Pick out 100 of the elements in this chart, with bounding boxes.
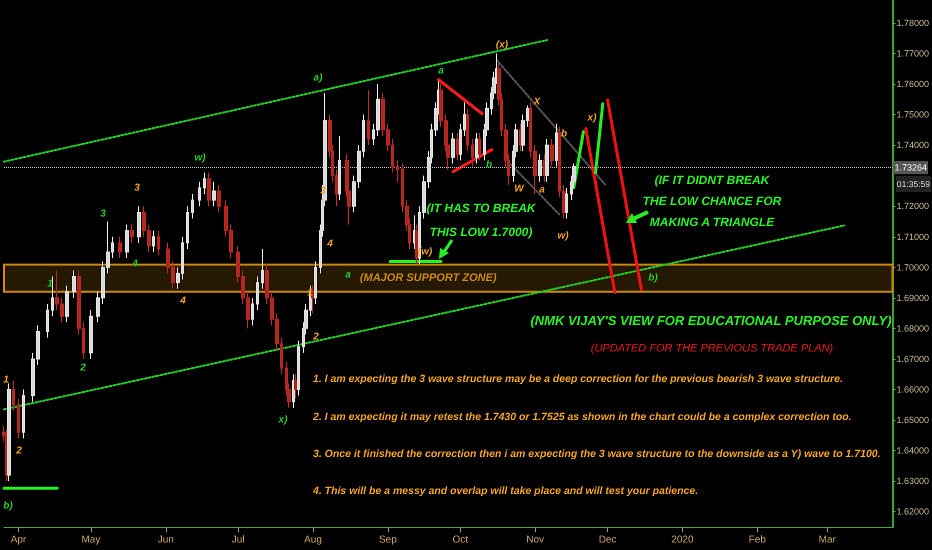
candlestick <box>314 260 317 304</box>
x-tick-label: Feb <box>748 534 766 546</box>
candlestick <box>396 160 399 182</box>
candlestick <box>72 270 76 298</box>
y-tick-label: 1.76000 <box>896 79 930 90</box>
annotation: b <box>486 160 492 170</box>
y-tick-label: 1.75000 <box>896 110 930 120</box>
candlestick <box>22 389 25 439</box>
candlestick <box>251 297 254 326</box>
annotation: 4 <box>326 238 334 250</box>
candlestick <box>137 206 141 244</box>
x-tick-label: Aug <box>304 534 322 546</box>
candlestick <box>217 184 221 213</box>
x-tick-label: Apr <box>10 534 27 546</box>
candlestick <box>207 172 211 207</box>
annotation: b <box>560 128 568 140</box>
annotation: (IF IT DIDNT BREAK THE LOW CHANCE FOR MAKING A TRIANGLE <box>642 173 782 229</box>
candlestick <box>89 310 93 360</box>
annotation: x) <box>586 112 598 124</box>
ref-line-label: 1.73264 <box>894 162 928 173</box>
text: (NMK VIJAY'S VIEW FOR EDUCATIONAL PURPOSE ONLY) <box>530 313 892 328</box>
y-tick-label: 1.63000 <box>896 476 930 486</box>
x-tick-label: Jul <box>232 534 245 546</box>
x-tick-label: Sep <box>378 534 398 546</box>
candlestick <box>338 135 341 201</box>
candlestick <box>538 154 542 182</box>
y-tick-label: 1.74000 <box>896 140 930 150</box>
candlestick <box>152 230 155 253</box>
band-label: (MAJOR SUPPORT ZONE) <box>360 272 497 284</box>
text: (UPDATED FOR THE PREVIOUS TRADE PLAN) <box>590 342 834 354</box>
candlestick <box>545 138 549 182</box>
candlestick <box>51 276 54 317</box>
annotation: X <box>532 96 542 108</box>
candlestick <box>17 398 20 439</box>
y-tick-label: 1.62000 <box>896 506 930 517</box>
annotation: 2 <box>15 446 22 456</box>
y-tick-label: 1.72000 <box>896 201 930 212</box>
candlestick <box>212 181 216 207</box>
y-tick-label: 1.65000 <box>896 415 930 426</box>
candlestick <box>311 285 315 314</box>
candlestick <box>466 108 469 152</box>
text: 01:35:59 <box>896 179 930 189</box>
y-tick-label: 1.68000 <box>896 323 930 334</box>
candlestick <box>292 374 295 408</box>
candlestick <box>471 138 474 167</box>
x-tick-label: Nov <box>526 534 544 546</box>
annotation: b) <box>648 272 658 284</box>
candlestick <box>256 276 259 311</box>
annotation: b) <box>3 500 14 512</box>
x-tick-label: 2020 <box>671 534 694 546</box>
candlestick <box>294 374 298 400</box>
y-tick-label: 1.71000 <box>896 232 930 242</box>
candlestick <box>12 380 15 412</box>
candlestick <box>157 230 160 256</box>
annotation: 2 <box>312 332 320 342</box>
candlestick <box>478 132 481 161</box>
annotation: 1 <box>307 288 314 298</box>
candlestick <box>565 187 568 219</box>
annotation: 4. This will be a messy and overlap will take place and will test your patience. <box>312 485 698 497</box>
x-tick-label: Mar <box>818 534 837 546</box>
y-tick-label: 1.77000 <box>896 48 930 58</box>
candlestick <box>261 248 264 290</box>
y-tick-label: 1.67000 <box>896 354 930 364</box>
x-tick-label: Oct <box>452 534 468 546</box>
y-tick-label: 1.66000 <box>896 384 930 395</box>
y-tick-label: 1.69000 <box>896 292 930 303</box>
annotation: 3. Once it finished the correction then i am expecting the 3 wave structure to the downside as a Y) wave to 1.7100. <box>313 448 881 460</box>
annotation: (IT HAS TO BREAK THIS LOW 1.7000) <box>426 201 537 239</box>
annotation: w) <box>557 230 570 242</box>
annotation: a <box>438 66 444 76</box>
candlestick <box>118 236 122 259</box>
candlestick <box>186 206 189 250</box>
candlestick <box>413 214 416 250</box>
annotation: w) <box>194 152 206 164</box>
candlestick <box>297 340 300 396</box>
candlestick <box>191 193 194 219</box>
y-tick-label: 1.78000 <box>896 18 930 28</box>
x-tick-label: Jun <box>158 534 174 546</box>
candlestick <box>130 224 134 244</box>
annotation: 3 <box>100 208 106 220</box>
annotation: (x) <box>496 40 509 50</box>
x-tick-label: Dec <box>598 534 616 546</box>
annotation: 3 <box>134 182 140 194</box>
annotation: W <box>514 184 526 194</box>
candlestick <box>198 181 201 207</box>
annotation: 2. I am expecting it may retest the 1.7430 or 1.7525 as shown in the chart could be a complex correction too. <box>312 411 852 423</box>
candlestick <box>367 90 370 146</box>
candlestick <box>550 138 554 167</box>
annotation: 1. I am expecting the 3 wave structure may be a deep correction for the previous bearish 3 wave structure. <box>313 373 843 385</box>
candlestick <box>7 382 11 482</box>
annotation: 2 <box>79 362 86 374</box>
y-tick-label: 1.64000 <box>896 446 930 456</box>
candlestick <box>451 132 455 164</box>
candlestick <box>46 303 49 338</box>
candlestick <box>203 172 206 194</box>
annotation: a <box>345 270 352 280</box>
candlestick <box>125 224 129 259</box>
annotation: 4 <box>179 296 186 306</box>
annotation: a) <box>314 72 324 84</box>
x-tick-label: May <box>81 534 100 546</box>
